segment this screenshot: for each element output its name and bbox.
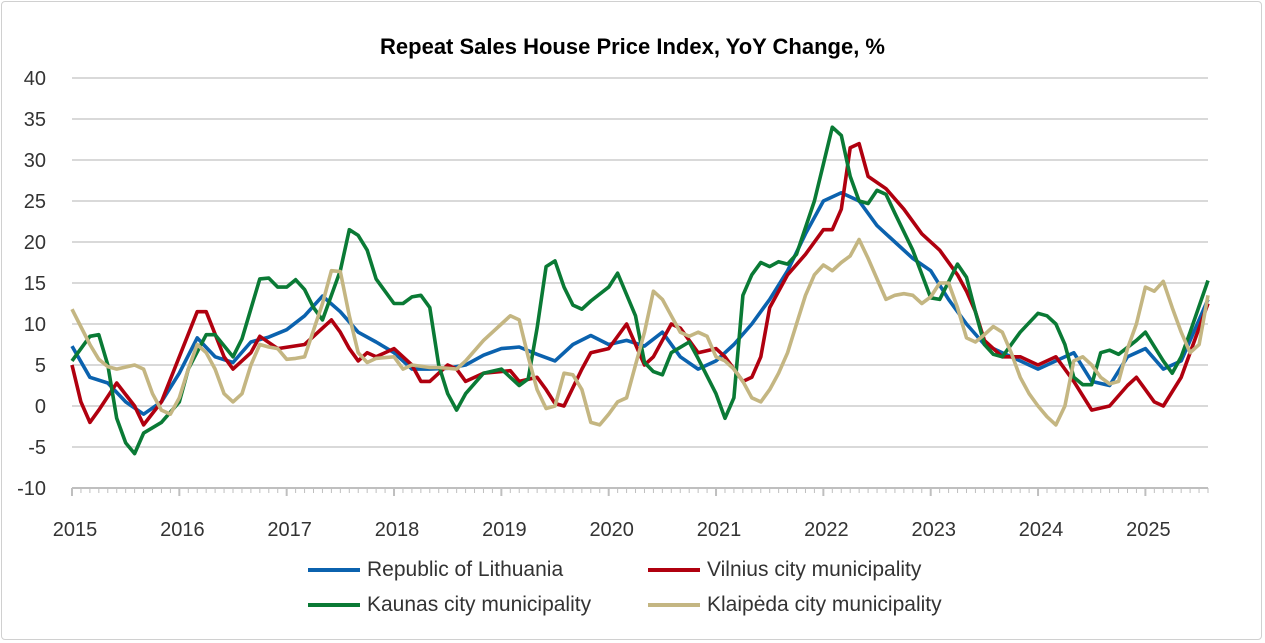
y-tick-label: 20	[24, 232, 46, 254]
series-line-klaip-da-city-municipality	[70, 237, 1210, 427]
y-tick-label: 30	[24, 150, 46, 172]
legend-label: Vilnius city municipality	[707, 558, 922, 581]
chart-title: Repeat Sales House Price Index, YoY Chan…	[380, 34, 885, 59]
legend-item-klaipeda: Klaipėda city municipality	[648, 593, 942, 617]
x-tick-label: 2015	[53, 519, 98, 541]
y-tick-label: -5	[28, 437, 46, 459]
y-tick-label: 35	[24, 109, 46, 131]
y-tick-label: 40	[24, 68, 46, 90]
x-tick-label: 2016	[160, 519, 205, 541]
x-tick-label: 2022	[804, 519, 849, 541]
series-line-kaunas-city-municipality	[70, 125, 1210, 456]
x-tick-label: 2025	[1126, 519, 1171, 541]
legend-label: Republic of Lithuania	[367, 558, 564, 581]
x-tick-label: 2017	[267, 519, 312, 541]
x-tick-label: 2018	[375, 519, 420, 541]
series-line-republic-of-lithuania	[70, 191, 1210, 417]
y-tick-label: 15	[24, 273, 46, 295]
legend-label: Klaipėda city municipality	[707, 593, 942, 616]
y-tick-label: 10	[24, 314, 46, 336]
x-tick-label: 2021	[697, 519, 742, 541]
x-tick-label: 2023	[911, 519, 956, 541]
y-tick-label: 5	[35, 355, 46, 377]
legend-item-vilnius: Vilnius city municipality	[648, 558, 921, 582]
x-tick-label: 2024	[1019, 519, 1064, 541]
legend-label: Kaunas city municipality	[367, 593, 592, 616]
series-line-vilnius-city-municipality	[70, 141, 1210, 427]
legend-swatch-kaunas	[308, 603, 360, 607]
x-tick-label: 2019	[482, 519, 527, 541]
legend-item-lithuania: Republic of Lithuania	[308, 558, 563, 582]
legend-swatch-lithuania	[308, 568, 360, 572]
y-tick-label: 0	[35, 396, 46, 418]
y-tick-label: 25	[24, 191, 46, 213]
y-tick-label: -10	[17, 478, 46, 500]
legend-swatch-vilnius	[648, 568, 700, 572]
legend-swatch-klaipeda	[648, 603, 700, 607]
legend-item-kaunas: Kaunas city municipality	[308, 593, 591, 617]
x-tick-label: 2020	[589, 519, 634, 541]
